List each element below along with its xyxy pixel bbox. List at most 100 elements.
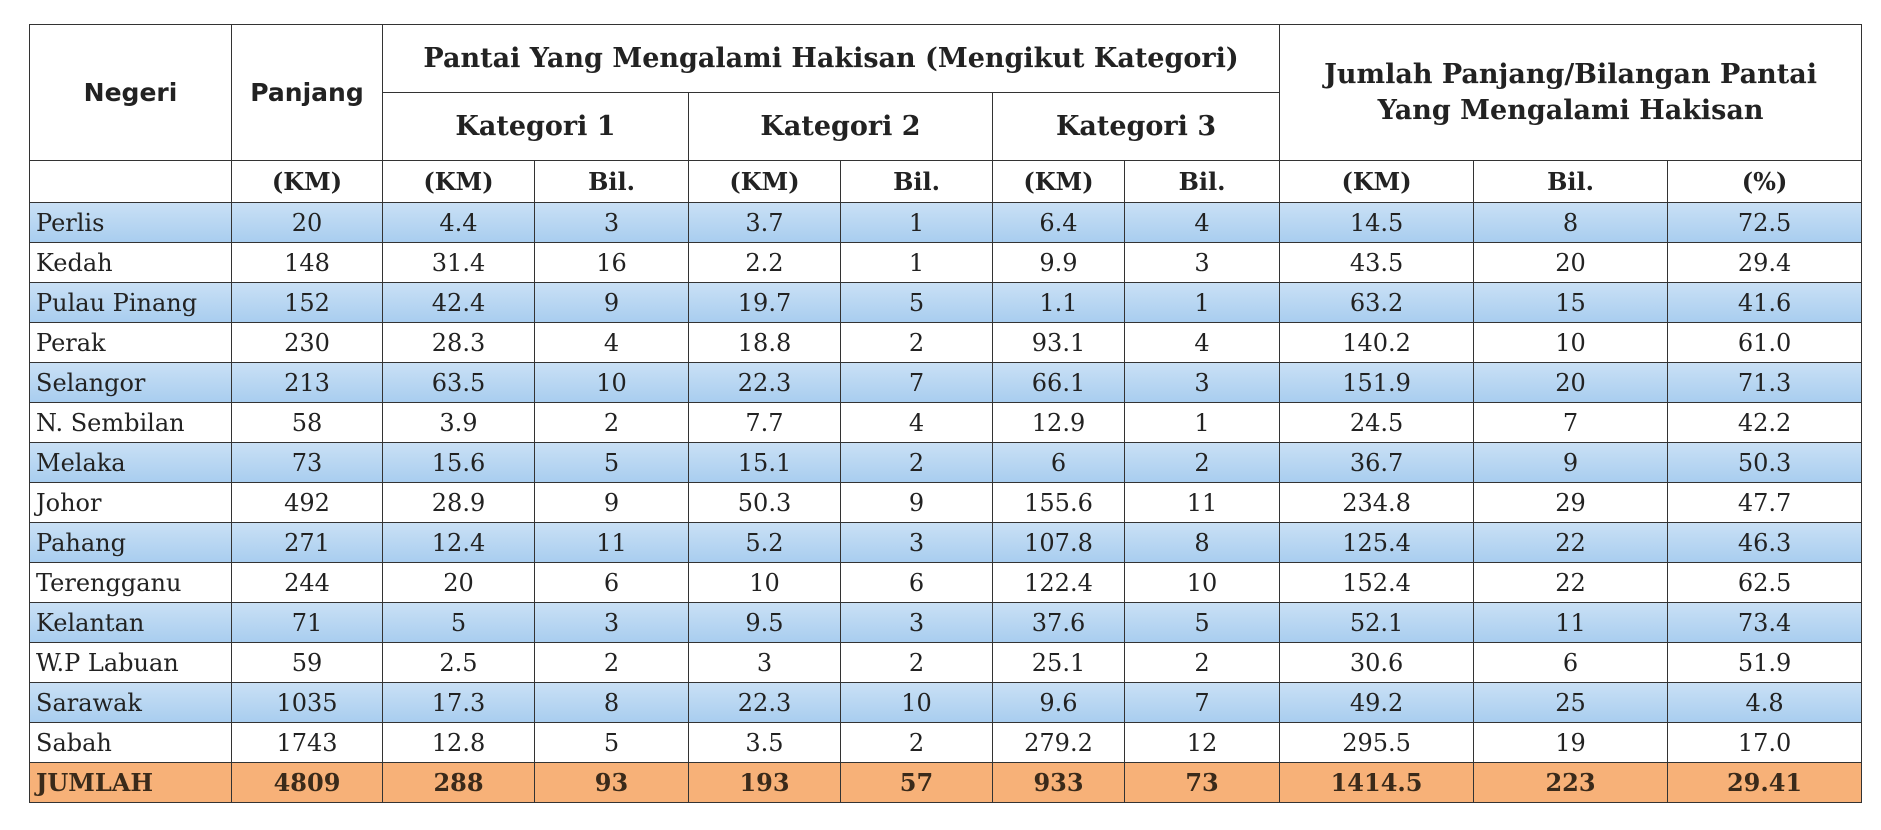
cell: 50.3 [688, 482, 841, 523]
cell: 125.4 [1279, 522, 1475, 563]
cell: 18.8 [688, 322, 841, 363]
header-category: Kategori 1 [382, 92, 689, 161]
cell: 295.5 [1279, 722, 1475, 763]
state-name: Sarawak [29, 682, 232, 723]
cell: 20 [1473, 242, 1669, 283]
state-name: N. Sembilan [29, 402, 232, 443]
cell: 6 [992, 442, 1125, 483]
cell: 22.3 [688, 682, 841, 723]
total-cell: 4809 [231, 762, 383, 803]
cell: 15.1 [688, 442, 841, 483]
cell: 12.8 [382, 722, 535, 763]
total-cell: 933 [992, 762, 1125, 803]
cell: 28.9 [382, 482, 535, 523]
total-cell: 57 [840, 762, 993, 803]
cell: 3 [840, 522, 993, 563]
header-category: Kategori 2 [688, 92, 993, 161]
cell: 6 [534, 562, 689, 603]
cell: 24.5 [1279, 402, 1475, 443]
cell: 72.5 [1667, 202, 1863, 243]
cell: 20 [231, 202, 383, 243]
cell: 10 [1473, 322, 1669, 363]
cell: 50.3 [1667, 442, 1863, 483]
cell: 37.6 [992, 602, 1125, 643]
cell: 5.2 [688, 522, 841, 563]
cell: 7.7 [688, 402, 841, 443]
cell: 2 [1123, 442, 1281, 483]
cell: 63.2 [1279, 282, 1475, 323]
state-name: Terengganu [29, 562, 232, 603]
cell: 15.6 [382, 442, 535, 483]
cell: 51.9 [1667, 642, 1863, 683]
cell: 71.3 [1667, 362, 1863, 403]
cell: 22 [1473, 562, 1669, 603]
state-name: Kedah [29, 242, 232, 283]
cell: 30.6 [1279, 642, 1475, 683]
total-cell: 1414.5 [1279, 762, 1475, 803]
cell: 3 [688, 642, 841, 683]
cell: 3 [534, 602, 689, 643]
cell: 4.4 [382, 202, 535, 243]
unit-header: Bil. [1123, 160, 1281, 203]
cell: 2 [1123, 642, 1281, 683]
cell: 19.7 [688, 282, 841, 323]
cell: 42.2 [1667, 402, 1863, 443]
cell: 5 [840, 282, 993, 323]
cell: 4 [534, 322, 689, 363]
table-row: Johor 492 28.9 9 50.3 9 155.6 11 234.8 29 47.7 [29, 482, 1863, 523]
table-row: Sarawak 1035 17.3 8 22.3 10 9.6 7 49.2 25 4.8 [29, 682, 1863, 723]
cell: 9 [534, 282, 689, 323]
cell: 1035 [231, 682, 383, 723]
cell: 8 [534, 682, 689, 723]
cell: 29.4 [1667, 242, 1863, 283]
cell: 2 [840, 722, 993, 763]
header-negeri: Negeri [29, 24, 232, 161]
cell: 47.7 [1667, 482, 1863, 523]
unit-header: (KM) [382, 160, 535, 203]
cell: 22.3 [688, 362, 841, 403]
state-name: Sabah [29, 722, 232, 763]
cell: 25 [1473, 682, 1669, 723]
cell: 8 [1123, 522, 1281, 563]
cell: 73 [231, 442, 383, 483]
state-name: Pahang [29, 522, 232, 563]
unit-header: (KM) [992, 160, 1125, 203]
cell: 155.6 [992, 482, 1125, 523]
cell: 2 [840, 642, 993, 683]
cell: 43.5 [1279, 242, 1475, 283]
cell: 17.3 [382, 682, 535, 723]
cell: 3.7 [688, 202, 841, 243]
state-name: Selangor [29, 362, 232, 403]
cell: 5 [382, 602, 535, 643]
cell: 140.2 [1279, 322, 1475, 363]
cell: 107.8 [992, 522, 1125, 563]
total-cell: 288 [382, 762, 535, 803]
cell: 36.7 [1279, 442, 1475, 483]
table-row: N. Sembilan 58 3.9 2 7.7 4 12.9 1 24.5 7 42.2 [29, 402, 1863, 443]
cell: 61.0 [1667, 322, 1863, 363]
cell: 2.2 [688, 242, 841, 283]
cell: 2 [534, 642, 689, 683]
cell: 9 [1473, 442, 1669, 483]
cell: 1 [1123, 282, 1281, 323]
cell: 152.4 [1279, 562, 1475, 603]
state-name: Perlis [29, 202, 232, 243]
cell: 2 [840, 322, 993, 363]
state-name: W.P Labuan [29, 642, 232, 683]
cell: 7 [1123, 682, 1281, 723]
cell: 213 [231, 362, 383, 403]
total-cell: 93 [534, 762, 689, 803]
total-label: JUMLAH [29, 762, 232, 803]
cell: 1 [840, 202, 993, 243]
cell: 148 [231, 242, 383, 283]
cell: 3 [1123, 242, 1281, 283]
cell: 42.4 [382, 282, 535, 323]
cell: 15 [1473, 282, 1669, 323]
cell: 3 [534, 202, 689, 243]
table-row: Pulau Pinang 152 42.4 9 19.7 5 1.1 1 63.2 15 41.6 [29, 282, 1863, 323]
header-panjang: Panjang [231, 24, 383, 161]
cell: 11 [1473, 602, 1669, 643]
cell: 5 [534, 442, 689, 483]
state-name: Perak [29, 322, 232, 363]
